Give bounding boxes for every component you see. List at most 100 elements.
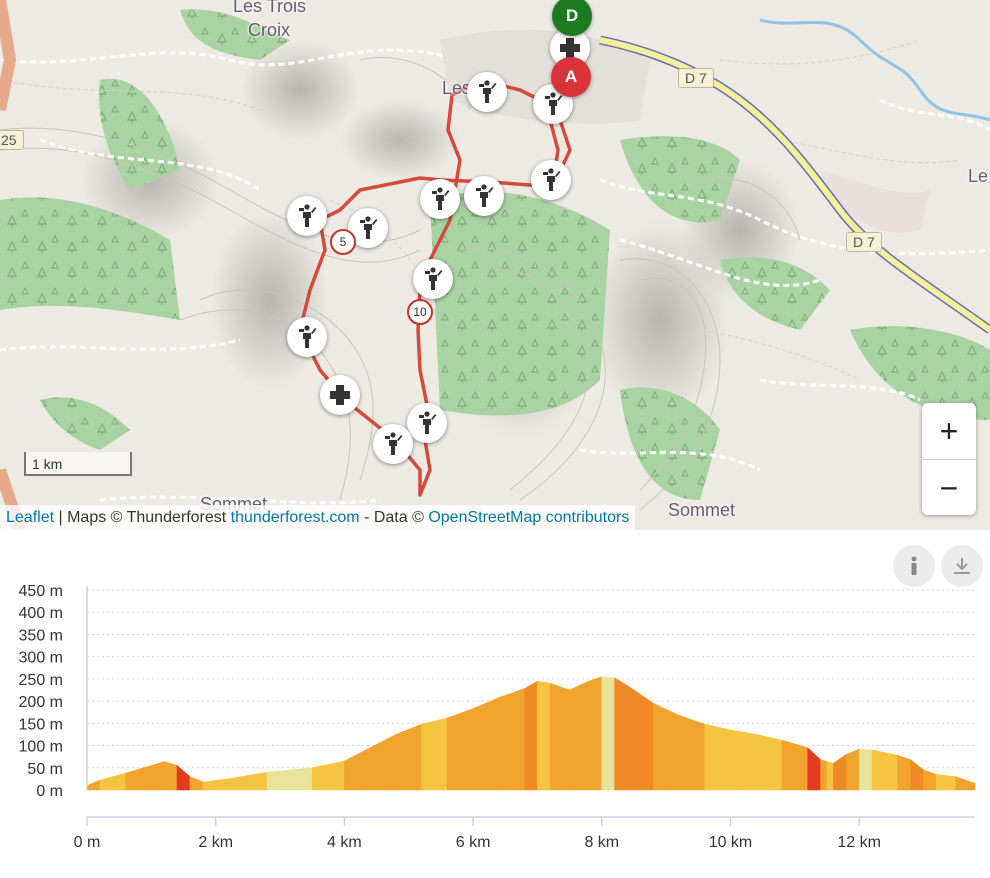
elevation-band: [376, 740, 384, 791]
elevation-band: [183, 770, 191, 791]
elevation-band: [717, 726, 725, 791]
y-tick-label: 450 m: [19, 583, 63, 600]
elevation-band: [794, 743, 802, 791]
elevation-band: [698, 721, 706, 791]
elevation-band: [138, 767, 146, 791]
elevation-band: [620, 681, 628, 791]
elevation-band: [318, 764, 326, 791]
elevation-band: [395, 731, 403, 791]
elevation-band: [961, 778, 969, 791]
end-marker[interactable]: A: [551, 57, 591, 97]
elevation-band: [402, 728, 410, 791]
download-button[interactable]: [941, 545, 983, 587]
elevation-band: [118, 772, 126, 791]
elevation-band: [543, 681, 551, 791]
elevation-band: [916, 764, 924, 791]
y-tick-label: 250 m: [19, 672, 63, 689]
elevation-band: [517, 688, 525, 791]
km-marker: 5: [330, 229, 356, 255]
walker-icon[interactable]: [287, 196, 327, 236]
zoom-in-button[interactable]: +: [922, 403, 976, 460]
elevation-band: [144, 765, 152, 791]
elevation-band: [498, 694, 506, 791]
place-label: Croix: [248, 20, 291, 40]
map-scale: 1 km: [24, 452, 132, 476]
elevation-band: [685, 717, 693, 791]
elevation-band: [768, 736, 776, 791]
walker-icon[interactable]: [413, 259, 453, 299]
elevation-band: [170, 763, 178, 791]
osm-link[interactable]: OpenStreetMap contributors: [428, 509, 630, 526]
walker-icon[interactable]: [531, 160, 571, 200]
info-button[interactable]: [893, 545, 935, 587]
elevation-band: [131, 768, 139, 791]
leaflet-link[interactable]: Leaflet: [6, 509, 55, 526]
elevation-band: [369, 743, 377, 791]
elevation-band: [588, 678, 596, 791]
elevation-band: [234, 776, 242, 791]
x-tick-label: 6 km: [456, 834, 491, 851]
walker-icon[interactable]: [287, 317, 327, 357]
elevation-band: [485, 699, 493, 791]
elevation-band: [646, 698, 654, 791]
walker-icon[interactable]: [420, 179, 460, 219]
y-tick-label: 50 m: [27, 761, 63, 778]
elevation-band: [807, 747, 815, 791]
walker-icon[interactable]: [407, 403, 447, 443]
elevation-band: [607, 677, 615, 791]
map[interactable]: Les Trois Croix Les Le Sommet Sommet 25 …: [0, 0, 990, 530]
walker-icon[interactable]: [373, 424, 413, 464]
elevation-band: [936, 774, 944, 791]
map-attribution: Leaflet | Maps © Thunderforest thunderfo…: [0, 505, 636, 530]
elevation-band: [279, 769, 287, 791]
elevation-band: [813, 753, 821, 791]
first-aid-icon[interactable]: [320, 375, 360, 415]
walker-icon[interactable]: [464, 176, 504, 216]
elevation-band: [923, 769, 931, 791]
x-tick-label: 4 km: [327, 834, 362, 851]
elevation-band: [524, 684, 532, 791]
elevation-band: [356, 750, 364, 791]
elevation-band: [749, 732, 757, 791]
elevation-band: [884, 752, 892, 791]
elevation-band: [389, 733, 397, 791]
elevation-band: [414, 723, 422, 791]
y-tick-label: 350 m: [19, 627, 63, 644]
elevation-band: [125, 770, 133, 791]
elevation-band: [788, 741, 796, 791]
start-marker[interactable]: D: [552, 0, 592, 36]
elevation-band: [266, 771, 274, 791]
elevation-band: [305, 767, 313, 791]
elevation-band: [569, 686, 577, 791]
elevation-band: [504, 692, 512, 791]
road-sign: 25: [0, 130, 24, 150]
y-tick-label: 150 m: [19, 716, 63, 733]
elevation-band: [350, 753, 358, 791]
zoom-out-button[interactable]: −: [939, 469, 959, 506]
elevation-band: [968, 780, 976, 791]
elevation-band: [254, 772, 262, 791]
elevation-band: [826, 761, 834, 791]
elevation-band: [421, 722, 429, 791]
elevation-band: [723, 728, 731, 791]
elevation-band: [659, 705, 667, 791]
elevation-band: [897, 754, 905, 791]
elevation-band: [208, 780, 216, 791]
elevation-profile-chart[interactable]: 0 m 50 m 100 m 150 m 200 m 250 m 300 m 350 m 400…: [0, 530, 990, 878]
y-tick-label: 100 m: [19, 739, 63, 756]
place-label: Le: [968, 166, 989, 186]
download-icon: [954, 558, 970, 574]
road-sign: D 7: [678, 68, 714, 88]
elevation-band: [427, 720, 435, 791]
x-tick-label: 8 km: [584, 834, 619, 851]
elevation-band: [215, 779, 223, 791]
elevation-band: [730, 729, 738, 791]
thunderforest-link[interactable]: thunderforest.com: [230, 509, 360, 526]
elevation-band: [550, 682, 558, 791]
walker-icon[interactable]: [467, 72, 507, 112]
elevation-band: [627, 684, 635, 791]
elevation-band: [466, 708, 474, 791]
elevation-band: [858, 748, 866, 791]
elevation-band: [157, 761, 165, 791]
elevation-band: [755, 734, 763, 791]
